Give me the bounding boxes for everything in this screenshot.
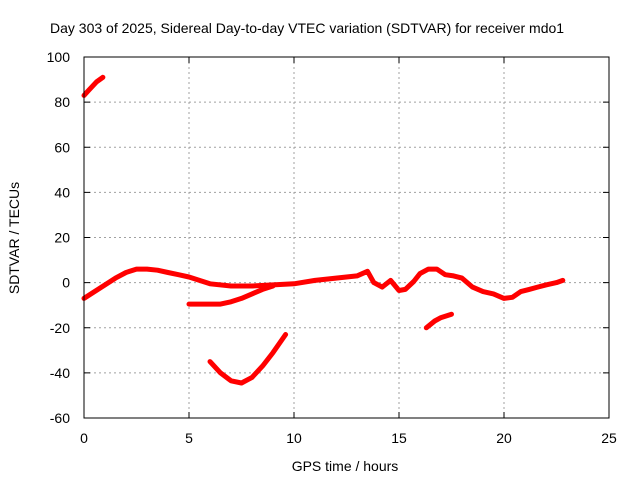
grid-layer: [84, 57, 609, 418]
y-tick-label: 100: [47, 49, 71, 65]
x-tick-label: 0: [80, 430, 88, 446]
y-tick-label: 0: [62, 275, 70, 291]
y-tick-label: -20: [50, 320, 70, 336]
chart-title: Day 303 of 2025, Sidereal Day-to-day VTE…: [50, 20, 564, 36]
series-track-d: [207, 332, 289, 386]
series-track-c: [186, 283, 276, 307]
x-tick-label: 15: [391, 430, 407, 446]
x-tick-label: 10: [286, 430, 302, 446]
y-tick-label: -60: [50, 410, 70, 426]
series-track-b: [81, 266, 566, 301]
y-tick-label: 80: [54, 94, 70, 110]
y-tick-label: 40: [54, 184, 70, 200]
x-axis-label: GPS time / hours: [292, 458, 399, 474]
y-tick-label: -40: [50, 365, 70, 381]
series-track-e: [423, 311, 454, 331]
y-tick-label: 20: [54, 230, 70, 246]
series-layer: [81, 74, 566, 386]
y-tick-label: 60: [54, 139, 70, 155]
series-track-a: [81, 74, 106, 98]
x-tick-label: 5: [185, 430, 193, 446]
x-tick-label: 25: [601, 430, 617, 446]
label-layer: 0 5 10 15 20 25 -60 -40 -20 0 20 40 60 80 100: [47, 49, 617, 446]
y-axis-label: SDTVAR / TECUs: [6, 182, 22, 294]
tick-layer: [83, 56, 610, 419]
x-tick-label: 20: [496, 430, 512, 446]
